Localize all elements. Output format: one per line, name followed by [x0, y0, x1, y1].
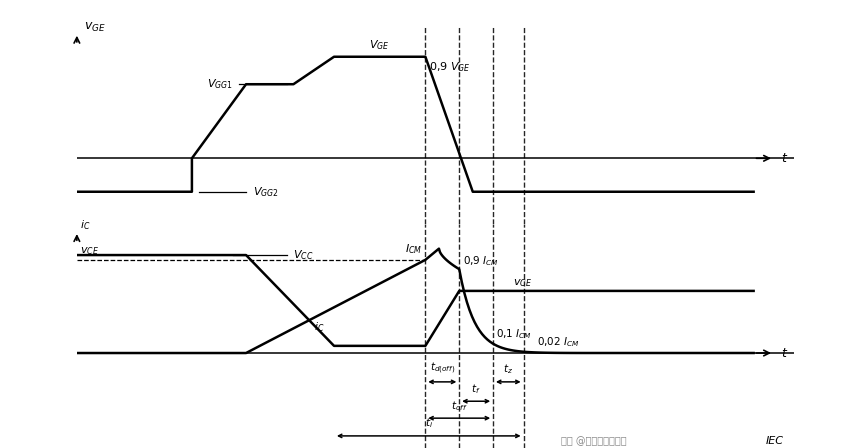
Text: $t_{off}$: $t_{off}$	[450, 399, 467, 413]
Text: $t_{d(off)}$: $t_{d(off)}$	[429, 361, 455, 376]
Text: 0,02 $I_{CM}$: 0,02 $I_{CM}$	[537, 336, 579, 349]
Text: 0,9 $I_{CM}$: 0,9 $I_{CM}$	[462, 254, 498, 268]
Text: $t$: $t$	[780, 346, 787, 360]
Text: $t_f$: $t_f$	[471, 382, 480, 396]
Text: $v_{CE}$: $v_{CE}$	[513, 277, 531, 289]
Text: 0,1 $I_{CM}$: 0,1 $I_{CM}$	[496, 327, 531, 341]
Text: 知乎 @硬件测试攻城狮: 知乎 @硬件测试攻城狮	[560, 436, 626, 446]
Text: $i_C$: $i_C$	[80, 219, 90, 233]
Text: $V_{CC}$: $V_{CC}$	[293, 248, 314, 262]
Text: IEC: IEC	[764, 436, 782, 446]
Text: 0,9 $V_{GE}$: 0,9 $V_{GE}$	[428, 60, 470, 74]
Text: $v_{CE}$: $v_{CE}$	[80, 246, 99, 257]
Text: $V_{GG1}$: $V_{GG1}$	[206, 78, 232, 91]
Text: $V_{GE}$: $V_{GE}$	[369, 38, 390, 52]
Text: $v_{GE}$: $v_{GE}$	[84, 21, 105, 34]
Text: $I_{CM}$: $I_{CM}$	[404, 242, 421, 256]
Text: $t_z$: $t_z$	[502, 362, 513, 376]
Text: $V_{GG2}$: $V_{GG2}$	[252, 185, 278, 198]
Text: $t$: $t$	[780, 152, 787, 165]
Text: $t_i$: $t_i$	[424, 417, 432, 430]
Text: $i_C$: $i_C$	[313, 320, 324, 334]
